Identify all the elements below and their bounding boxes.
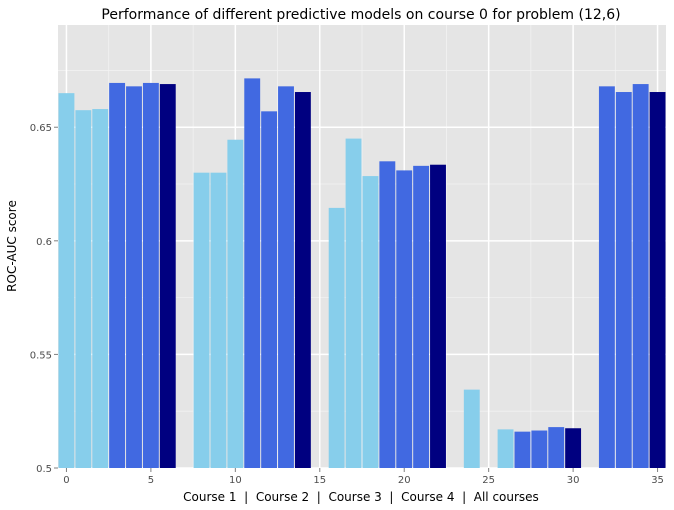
bar: [294, 92, 311, 469]
bar: [142, 82, 159, 468]
chart-title: Performance of different predictive mode…: [101, 7, 620, 23]
bar: [531, 430, 548, 468]
bar: [278, 86, 294, 468]
bar: [548, 427, 565, 468]
y-tick-label: 0.65: [30, 123, 52, 134]
x-tick-label: 15: [313, 475, 326, 486]
bar: [227, 139, 244, 468]
bar: [92, 109, 109, 469]
y-tick-label: 0.6: [36, 237, 52, 248]
bar: [109, 82, 126, 468]
bar: [193, 172, 210, 468]
bar: [345, 138, 362, 469]
x-axis-ticks: 0 5 10 15 20 25 30 35: [63, 468, 664, 486]
x-tick-label: 25: [482, 475, 495, 486]
bar: [362, 176, 379, 469]
bar: [463, 389, 480, 468]
bar: [514, 431, 531, 468]
bar: [632, 84, 649, 469]
x-tick-label: 5: [148, 475, 154, 486]
bar: [565, 428, 582, 468]
bar: [430, 164, 446, 468]
bar: [598, 86, 615, 468]
bar: [413, 165, 430, 468]
bar: [396, 170, 413, 468]
bar: [244, 78, 261, 468]
y-tick-label: 0.5: [36, 464, 52, 475]
bar: [328, 207, 345, 468]
x-tick-label: 10: [229, 475, 242, 486]
bar: [261, 111, 278, 469]
bar: [379, 161, 396, 469]
bars: [58, 78, 666, 469]
x-axis-label: Course 1 | Course 2 | Course 3 | Course …: [183, 490, 539, 504]
bar: [159, 84, 176, 469]
bar: [615, 92, 632, 469]
bar: [497, 429, 514, 468]
x-tick-label: 35: [651, 475, 664, 486]
bar: [126, 86, 142, 468]
bar: [75, 110, 92, 468]
y-axis-ticks: 0.5 0.55 0.6 0.65: [30, 123, 58, 475]
y-axis-label: ROC-AUC score: [5, 200, 19, 292]
bar: [58, 93, 75, 469]
bar: [210, 172, 227, 468]
x-tick-label: 30: [567, 475, 580, 486]
y-tick-label: 0.55: [30, 350, 52, 361]
x-tick-label: 0: [63, 475, 69, 486]
bar: [649, 92, 666, 469]
x-tick-label: 20: [398, 475, 411, 486]
